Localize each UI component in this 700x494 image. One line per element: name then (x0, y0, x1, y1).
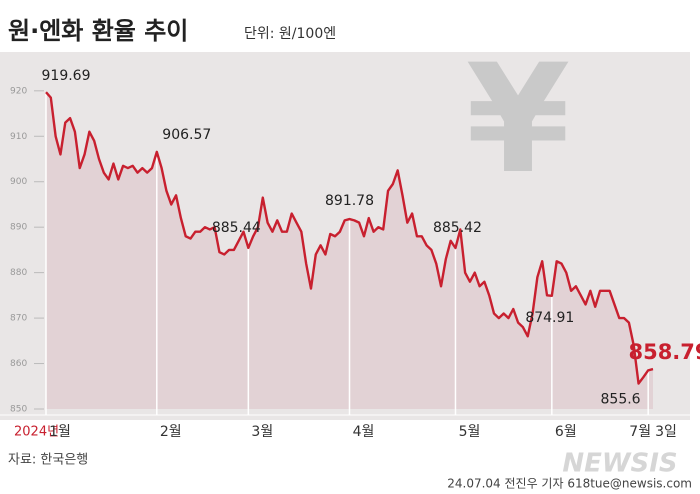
value-label: 874.91 (525, 310, 574, 326)
y-tick-label: 860 (10, 359, 27, 369)
y-tick-label: 890 (10, 223, 27, 233)
x-tick-label: 7월 (629, 424, 651, 440)
x-tick-label: 6월 (555, 424, 577, 440)
y-tick-label: 880 (10, 268, 27, 278)
x-tick-label: 3일 (655, 424, 677, 440)
unit-label: 단위: 원/100엔 (244, 26, 336, 42)
x-tick-label: 4월 (353, 424, 375, 440)
x-prefix: 2024년 (14, 425, 59, 440)
watermark: NEWSIS (562, 449, 677, 479)
x-tick-label: 1월 (49, 424, 71, 440)
value-label: 919.69 (42, 68, 91, 84)
value-label: 858.79 (628, 340, 700, 364)
value-label: 885.44 (212, 220, 261, 236)
y-tick-label: 900 (10, 177, 27, 187)
data-line (45, 91, 654, 385)
credit: 24.07.04 전진우 기자 618tue@newsis.com (447, 477, 692, 491)
yen-icon: ¥ (466, 33, 570, 207)
y-tick-label: 850 (10, 405, 27, 415)
chart-title: 원·엔화 환율 추이 (8, 17, 188, 45)
source: 자료: 한국은행 (8, 452, 88, 468)
value-label: 855.6 (601, 392, 641, 408)
value-label: 885.42 (433, 220, 482, 236)
x-tick-label: 3월 (251, 424, 273, 440)
value-label: 891.78 (325, 193, 374, 209)
x-tick-label: 2월 (160, 424, 182, 440)
x-tick-label: 5월 (459, 424, 481, 440)
y-tick-label: 910 (10, 132, 27, 142)
y-tick-label: 920 (10, 86, 27, 96)
y-tick-label: 870 (10, 314, 27, 324)
value-label: 906.57 (162, 127, 211, 143)
plot-background (0, 52, 690, 420)
